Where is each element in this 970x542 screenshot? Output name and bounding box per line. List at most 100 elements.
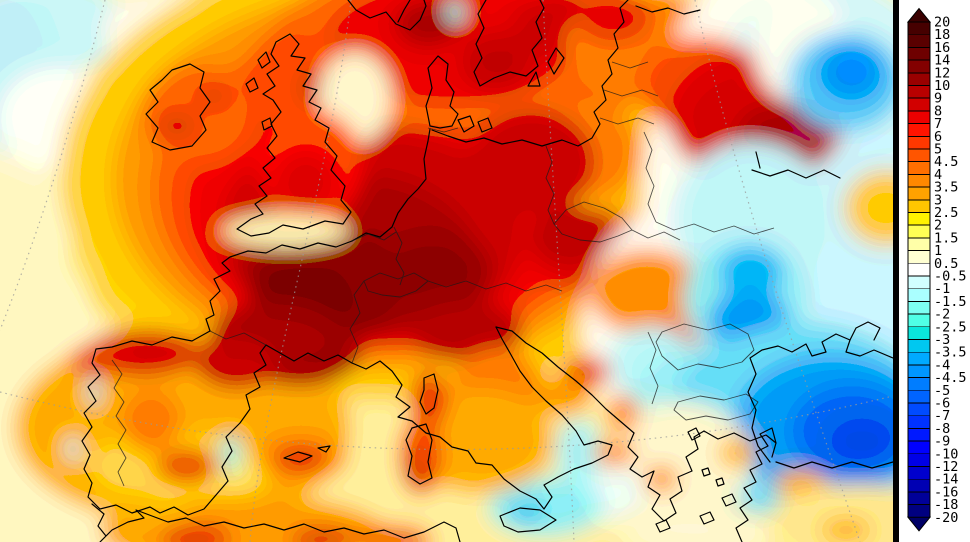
- colorbar-tick-label: -4: [934, 357, 950, 373]
- anomaly-region: [351, 526, 433, 542]
- anomaly-region: [65, 434, 81, 464]
- colorbar-cell: [907, 224, 931, 239]
- colorbar-tick-label: -1: [934, 281, 950, 297]
- anomaly-region: [220, 213, 352, 249]
- colorbar-tick-label: -10: [934, 446, 958, 462]
- colorbar-tick-label: 4: [934, 167, 942, 183]
- coastlines: [81, 0, 894, 542]
- colorbar-tick-label: 20: [934, 15, 950, 31]
- anomaly-region: [826, 415, 898, 467]
- border-france-italy-swiss: [349, 280, 365, 364]
- colorbar-cell: [907, 250, 931, 264]
- coast-gotland-oland: [527, 47, 565, 87]
- coast-france-med-riviera: [265, 344, 353, 364]
- colorbar-tick-label: 10: [934, 78, 950, 94]
- anomaly-region: [196, 336, 278, 388]
- europe-temperature-anomaly-map: [0, 0, 899, 542]
- anomaly-region: [590, 250, 704, 334]
- colorbar-tick-label: -2: [934, 307, 950, 323]
- colorbar-cell: [907, 72, 931, 86]
- coast-sweden: [473, 0, 545, 87]
- colorbar-tick-label: 3.5: [934, 180, 958, 196]
- colorbar-cell: [907, 339, 931, 353]
- colorbar-cell: [907, 478, 931, 493]
- border-serbia: [647, 331, 659, 405]
- coast-hebrides-islands: [245, 51, 273, 131]
- colorbar-tick-label: 14: [934, 53, 950, 69]
- colorbar-cell: [907, 504, 931, 518]
- colorbar-tick-label: 8: [934, 103, 942, 119]
- colorbar-cell: [907, 135, 931, 150]
- colorbar-tick-label: 3: [934, 192, 942, 208]
- border-portugal-spain: [111, 359, 127, 487]
- coast-jutland-denmark: [425, 55, 493, 133]
- border-pyrenees: [209, 330, 267, 346]
- colorbar-tick-label: -20: [934, 510, 958, 526]
- border-romania: [655, 323, 755, 371]
- anomaly-region: [533, 377, 591, 415]
- colorbar-cell: [907, 199, 931, 213]
- coast-great-britain: [236, 33, 352, 237]
- anomaly-region: [844, 170, 899, 246]
- colorbar-tick-label: -3.5: [934, 345, 967, 361]
- anomaly-region: [275, 151, 337, 213]
- coast-gulf-of-finland: [635, 5, 701, 15]
- anomaly-region: [719, 246, 783, 298]
- anomaly-region: [396, 2, 460, 46]
- anomaly-region: [373, 229, 491, 315]
- border-germany-poland: [545, 145, 555, 225]
- graticule-dotted-lines: [0, 0, 894, 542]
- colorbar-tick-label: 16: [934, 40, 950, 56]
- coast-iberia: [81, 330, 267, 516]
- colorbar-tick-label: 2: [934, 218, 942, 234]
- colorbar: 201816141210987654.543.532.521.510.5-0.5…: [906, 7, 967, 532]
- colorbar-cell: [907, 364, 931, 379]
- anomaly-region: [291, 528, 353, 542]
- coast-sicily: [499, 507, 557, 533]
- colorbar-tick-label: -7: [934, 408, 950, 424]
- coast-black-sea-south: [775, 461, 894, 469]
- anomaly-region: [403, 455, 429, 489]
- anomaly-region: [461, 32, 533, 92]
- anomaly-region: [111, 498, 193, 530]
- colorbar-tick-label: -4.5: [934, 370, 967, 386]
- meridian-line: [0, 0, 106, 331]
- anomaly-region: [718, 438, 756, 468]
- colorbar-tick-label: -0.5: [934, 269, 967, 285]
- colorbar-cell: [907, 110, 931, 125]
- anomaly-region: [70, 345, 122, 377]
- colorbar-cell: [907, 427, 931, 442]
- colorbar-tick-label: -1.5: [934, 294, 967, 310]
- anomaly-region: [556, 419, 602, 485]
- anomaly-region: [160, 524, 232, 542]
- border-baltic-states: [599, 61, 659, 125]
- anomaly-region: [564, 357, 610, 387]
- colorbar-cell: [907, 123, 931, 137]
- anomaly-region: [157, 113, 197, 139]
- border-belgium: [351, 231, 397, 242]
- colorbar-arrow-up: [906, 7, 932, 23]
- coast-aegean-islands: [655, 427, 737, 533]
- colorbar-cell: [907, 21, 931, 36]
- colorbar-cell: [907, 313, 931, 328]
- coast-baltic-south-east: [431, 0, 629, 147]
- colorbar-cell: [907, 46, 931, 61]
- colorbar-arrow-down: [906, 516, 932, 532]
- colorbar-tick-label: -2.5: [934, 319, 967, 335]
- colorbar-tick-label: 4.5: [934, 154, 958, 170]
- colorbar-cell: [907, 466, 931, 480]
- anomaly-region: [470, 110, 594, 214]
- colorbar-tick-label: -18: [934, 497, 958, 513]
- colorbar-cell: [907, 212, 931, 226]
- colorbar-cell: [907, 173, 931, 188]
- colorbar-cell: [907, 389, 931, 404]
- coast-lakes-northeast: [751, 151, 841, 179]
- colorbar-legend: 20 18 16 14 12 10 9 8 7 6 5 4.5 4 3.5 3 2.5 2 1.5 1 0.5 -0.5…: [899, 0, 970, 542]
- colorbar-cell: [907, 275, 931, 290]
- coast-north-africa: [91, 503, 461, 542]
- coast-adriatic-east: [495, 326, 635, 434]
- colorbar-tick-label: 7: [934, 116, 942, 132]
- border-austria-hungary: [631, 229, 681, 241]
- border-alps-austria: [427, 280, 563, 292]
- anomaly-region: [593, 440, 635, 466]
